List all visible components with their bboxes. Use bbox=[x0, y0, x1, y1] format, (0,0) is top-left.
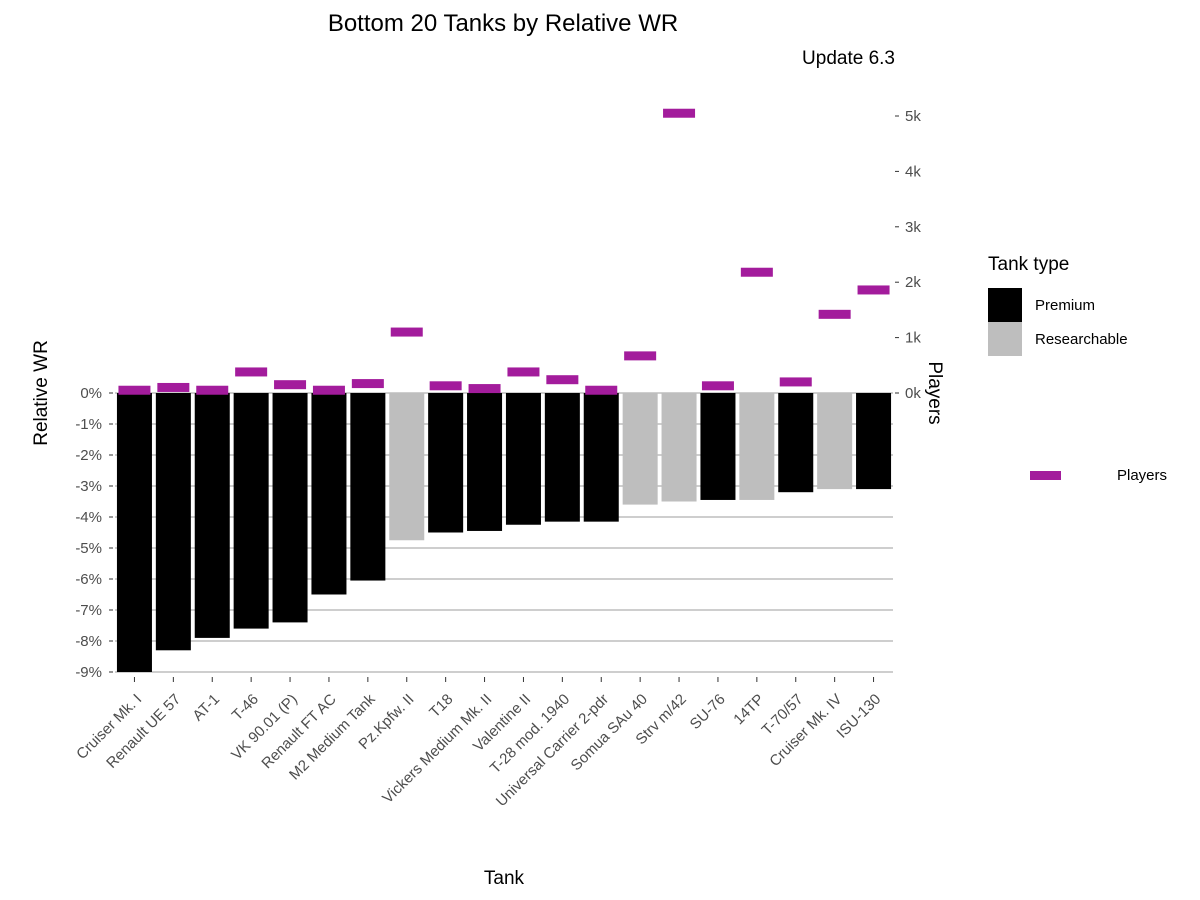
players-marker bbox=[857, 285, 890, 295]
players-marker bbox=[507, 367, 540, 377]
bar bbox=[350, 393, 386, 581]
players-marker bbox=[740, 267, 773, 277]
legend-label-researchable: Researchable bbox=[1035, 331, 1128, 348]
y-axis-title: Relative WR bbox=[31, 340, 52, 446]
bar bbox=[700, 393, 736, 500]
y-tick-label: -8% bbox=[75, 633, 102, 650]
y2-tick-label: 3k bbox=[905, 219, 921, 236]
bar bbox=[233, 393, 269, 629]
players-marker bbox=[701, 381, 734, 391]
players-marker bbox=[546, 375, 579, 385]
y2-tick-label: 2k bbox=[905, 274, 921, 291]
players-marker bbox=[351, 379, 384, 389]
x-axis-title: Tank bbox=[484, 868, 525, 889]
legend-label-players: Players bbox=[1117, 467, 1168, 484]
bar bbox=[817, 393, 853, 490]
players-marker bbox=[390, 327, 423, 337]
y-tick-label: -1% bbox=[75, 416, 102, 433]
y-tick-label: -6% bbox=[75, 571, 102, 588]
y-tick-label: -7% bbox=[75, 602, 102, 619]
bar bbox=[272, 393, 308, 623]
players-marker bbox=[274, 380, 307, 390]
y2-tick-label: 5k bbox=[905, 108, 921, 125]
bar bbox=[622, 393, 658, 505]
players-marker bbox=[624, 351, 657, 361]
x-tick-label: SU-76 bbox=[687, 691, 729, 733]
x-tick-label: T-46 bbox=[229, 691, 262, 724]
bar bbox=[467, 393, 503, 531]
y-tick-label: -3% bbox=[75, 478, 102, 495]
bar bbox=[661, 393, 697, 502]
bar bbox=[778, 393, 814, 493]
players-marker bbox=[585, 385, 618, 395]
players-marker bbox=[157, 382, 190, 392]
bar bbox=[428, 393, 464, 533]
bar bbox=[311, 393, 347, 595]
y2-axis-title: Players bbox=[924, 361, 945, 424]
y-tick-label: -4% bbox=[75, 509, 102, 526]
x-tick-label: AT-1 bbox=[189, 691, 223, 725]
legend-key-researchable bbox=[988, 322, 1022, 356]
y-tick-label: 0% bbox=[80, 385, 102, 402]
players-marker bbox=[118, 385, 151, 395]
players-marker bbox=[429, 381, 462, 391]
bar bbox=[116, 393, 152, 672]
legend-title: Tank type bbox=[988, 254, 1070, 275]
y2-tick-label: 0k bbox=[905, 385, 921, 402]
y-tick-label: -9% bbox=[75, 664, 102, 681]
chart-title: Bottom 20 Tanks by Relative WR bbox=[327, 10, 679, 37]
x-tick-label: T18 bbox=[426, 691, 456, 721]
bar bbox=[583, 393, 619, 522]
bar bbox=[544, 393, 580, 522]
players-marker bbox=[235, 367, 268, 377]
bar bbox=[194, 393, 230, 638]
players-marker bbox=[779, 377, 812, 387]
players-marker bbox=[663, 108, 696, 118]
players-marker bbox=[818, 309, 851, 319]
players-marker bbox=[468, 384, 501, 394]
bar bbox=[856, 393, 892, 490]
chart-subtitle: Update 6.3 bbox=[802, 48, 895, 69]
bar bbox=[155, 393, 191, 651]
legend-label-premium: Premium bbox=[1035, 297, 1096, 314]
y2-tick-label: 1k bbox=[905, 330, 921, 347]
bar bbox=[739, 393, 775, 500]
players-marker bbox=[196, 385, 229, 395]
bar bbox=[389, 393, 425, 541]
y2-tick-label: 4k bbox=[905, 163, 921, 180]
legend-key-players bbox=[1030, 471, 1061, 480]
players-marker bbox=[312, 385, 345, 395]
y-tick-label: -2% bbox=[75, 447, 102, 464]
bar bbox=[505, 393, 541, 525]
legend-key-premium bbox=[988, 288, 1022, 322]
y-tick-label: -5% bbox=[75, 540, 102, 557]
